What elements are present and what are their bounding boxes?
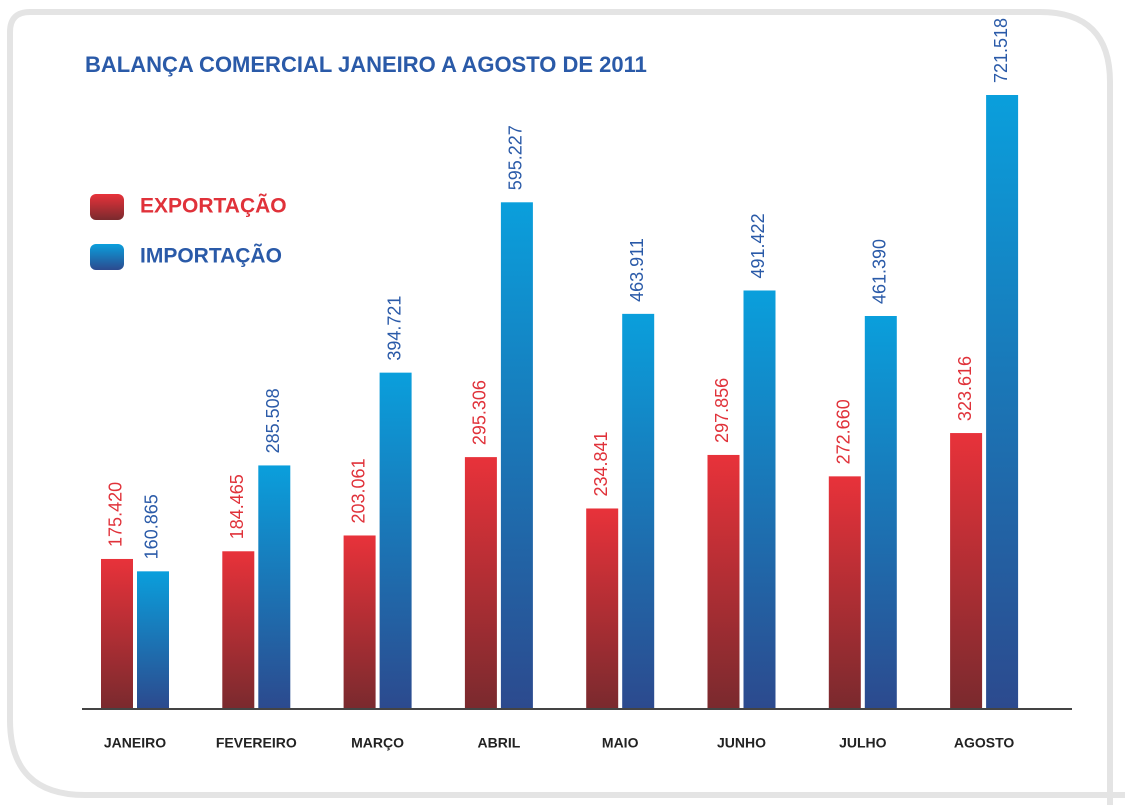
value-label: 272.660: [834, 399, 854, 464]
bar: [464, 457, 497, 708]
value-label: 323.616: [955, 356, 975, 421]
value-label: 184.465: [227, 474, 247, 539]
x-tick-label: JUNHO: [717, 735, 766, 751]
legend-swatch: [90, 194, 124, 220]
x-tick-label: MAIO: [602, 735, 639, 751]
x-tick-label: AGOSTO: [954, 735, 1015, 751]
bar: [586, 508, 619, 708]
value-label: 721.518: [991, 18, 1011, 83]
bar: [137, 571, 169, 708]
legend-swatch: [90, 244, 124, 270]
value-label: 295.306: [470, 380, 490, 445]
value-label: 285.508: [263, 388, 283, 453]
value-label: 203.061: [348, 458, 368, 523]
chart-title: BALANÇA COMERCIAL JANEIRO A AGOSTO DE 20…: [85, 52, 647, 77]
value-label: 595.227: [506, 125, 526, 190]
card-border: [7, 9, 1125, 805]
bar: [864, 316, 897, 708]
bar: [500, 202, 533, 708]
bar: [986, 95, 1019, 708]
value-label: 491.422: [748, 213, 768, 278]
bar: [258, 465, 291, 708]
bar: [622, 313, 655, 708]
bar: [828, 476, 861, 708]
value-label: 297.856: [712, 378, 732, 443]
bar: [343, 535, 376, 708]
value-label: 175.420: [106, 482, 126, 547]
bar: [379, 372, 412, 708]
value-label: 234.841: [591, 431, 611, 496]
x-tick-label: JANEIRO: [104, 735, 166, 751]
bar: [707, 454, 740, 708]
x-tick-label: JULHO: [839, 735, 887, 751]
bar: [101, 558, 133, 708]
x-tick-label: ABRIL: [478, 735, 521, 751]
value-label: 463.911: [627, 238, 647, 302]
bar: [950, 433, 983, 708]
value-label: 394.721: [384, 296, 404, 361]
x-tick-label: MARÇO: [351, 735, 404, 751]
legend-label: EXPORTAÇÃO: [140, 195, 287, 218]
legend-label: IMPORTAÇÃO: [140, 245, 282, 268]
bar: [222, 551, 255, 708]
value-label: 160.865: [142, 494, 162, 559]
x-tick-label: FEVEREIRO: [216, 735, 297, 751]
value-label: 461.390: [870, 239, 890, 304]
bar: [743, 290, 776, 708]
